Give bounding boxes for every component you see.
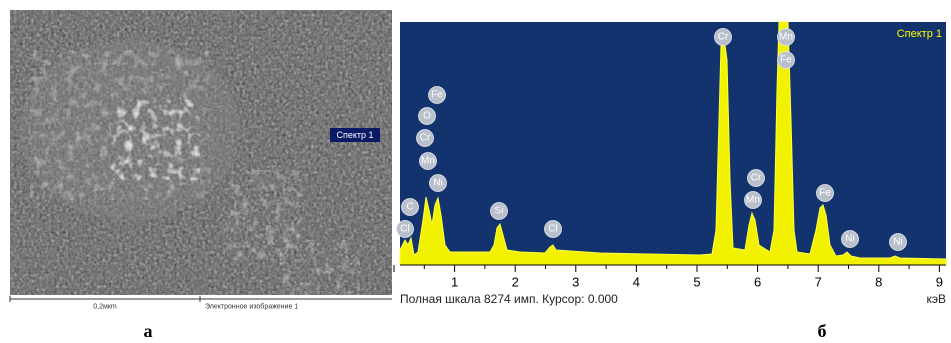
spectrum-marker bbox=[330, 128, 380, 142]
x-tick-label: 5 bbox=[693, 275, 700, 290]
peak-badge bbox=[841, 230, 859, 248]
peak-badge bbox=[777, 28, 795, 46]
x-tick-label: 6 bbox=[754, 275, 761, 290]
spectrum-title: Спектр 1 bbox=[897, 28, 942, 40]
peak-badge bbox=[744, 191, 762, 209]
peak-label: Ni bbox=[433, 178, 442, 189]
x-ticks: 1 2 3 4 5 6 7 8 9 bbox=[393, 265, 943, 290]
panel-label: б bbox=[818, 321, 827, 341]
peak-label: Mn bbox=[779, 32, 793, 43]
peak-badge bbox=[419, 152, 437, 170]
x-tick-label: 8 bbox=[875, 275, 882, 290]
peak-badge bbox=[418, 107, 436, 125]
scale-label: 0,2мкm bbox=[93, 304, 117, 311]
peak-badge bbox=[428, 86, 446, 104]
peak-label: Ni bbox=[893, 237, 902, 248]
peak-label: Fe bbox=[431, 90, 443, 101]
x-tick-label: 7 bbox=[815, 275, 822, 290]
peak-label: Si bbox=[495, 206, 504, 217]
spectrum-plot bbox=[400, 22, 946, 265]
peak-label: Fe bbox=[819, 188, 831, 199]
panel-label: а bbox=[144, 321, 153, 341]
peak-label: Ni bbox=[845, 234, 854, 245]
peak-label: O bbox=[423, 111, 431, 122]
image-caption: Электронное изображение 1 bbox=[205, 303, 298, 311]
peak-badge bbox=[490, 202, 508, 220]
peak-badge bbox=[396, 220, 414, 238]
peak-badge bbox=[544, 220, 562, 238]
x-tick-label: 1 bbox=[451, 275, 458, 290]
peak-badge bbox=[816, 184, 834, 202]
x-unit: кэВ bbox=[926, 292, 946, 306]
spectrum-footer: Полная шкала 8274 имп. Курсор: 0.000 bbox=[400, 292, 618, 306]
peak-label: C bbox=[406, 202, 413, 213]
peak-badge bbox=[777, 51, 795, 69]
peak-label: Cr bbox=[420, 133, 431, 144]
peak-badge bbox=[429, 174, 447, 192]
peak-label: Mn bbox=[746, 195, 760, 206]
peak-label: Cr bbox=[718, 32, 729, 43]
peak-badge bbox=[889, 233, 907, 251]
spectrum-marker-label: Спектр 1 bbox=[336, 130, 373, 140]
sem-image bbox=[10, 10, 392, 295]
peak-badge bbox=[747, 169, 765, 187]
peak-label: Cr bbox=[751, 173, 762, 184]
x-tick-label: 2 bbox=[512, 275, 519, 290]
x-tick-label: 4 bbox=[633, 275, 640, 290]
peak-badge bbox=[401, 198, 419, 216]
peak-badge bbox=[416, 129, 434, 147]
peak-label: Mn bbox=[421, 156, 435, 167]
x-tick-label: 9 bbox=[936, 275, 943, 290]
peak-badge bbox=[714, 28, 732, 46]
peak-label: Fe bbox=[780, 55, 792, 66]
peak-label: Cl bbox=[548, 224, 557, 235]
peak-label: Cl bbox=[400, 224, 409, 235]
x-tick-label: 3 bbox=[572, 275, 579, 290]
